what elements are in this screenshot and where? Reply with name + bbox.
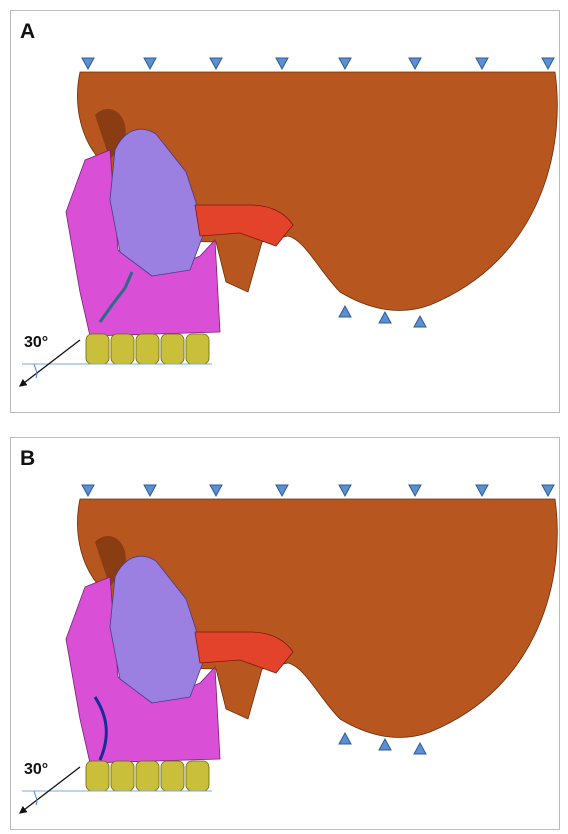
constraint-marker: [476, 485, 488, 496]
tooth: [86, 334, 109, 364]
constraint-marker: [542, 58, 554, 69]
panel: B 30°: [11, 438, 560, 830]
constraint-marker: [542, 485, 554, 496]
constraint-marker: [414, 316, 426, 327]
tooth: [111, 761, 134, 791]
angle-label: 30°: [24, 334, 48, 351]
constraint-marker: [409, 58, 421, 69]
constraint-marker: [276, 485, 288, 496]
tooth: [136, 334, 159, 364]
constraint-marker: [409, 485, 421, 496]
tooth: [111, 334, 134, 364]
constraint-marker: [339, 485, 351, 496]
constraint-marker: [379, 739, 391, 750]
constraint-marker: [82, 58, 94, 69]
constraint-marker: [379, 312, 391, 323]
constraint-marker: [210, 58, 222, 69]
constraint-marker: [210, 485, 222, 496]
angle-label: 30°: [24, 761, 48, 778]
page: A30°B30° (() => { const data = JSON.pars…: [0, 0, 568, 834]
constraint-marker: [339, 733, 351, 744]
panel-label: B: [20, 447, 35, 470]
constraint-marker: [339, 58, 351, 69]
tooth: [186, 334, 209, 364]
constraint-marker: [144, 58, 156, 69]
tooth: [136, 761, 159, 791]
figure: A 30° B 30°: [0, 0, 568, 834]
constraint-marker: [339, 306, 351, 317]
constraint-marker: [414, 743, 426, 754]
constraint-marker: [144, 485, 156, 496]
constraint-marker: [276, 58, 288, 69]
tooth: [161, 334, 184, 364]
tooth: [161, 761, 184, 791]
tooth: [186, 761, 209, 791]
tooth: [86, 761, 109, 791]
angle-arc: [34, 364, 37, 378]
constraint-marker: [476, 58, 488, 69]
angle-arc: [34, 791, 37, 805]
panel-label: A: [20, 20, 35, 43]
panel: A 30°: [11, 11, 560, 413]
constraint-marker: [82, 485, 94, 496]
